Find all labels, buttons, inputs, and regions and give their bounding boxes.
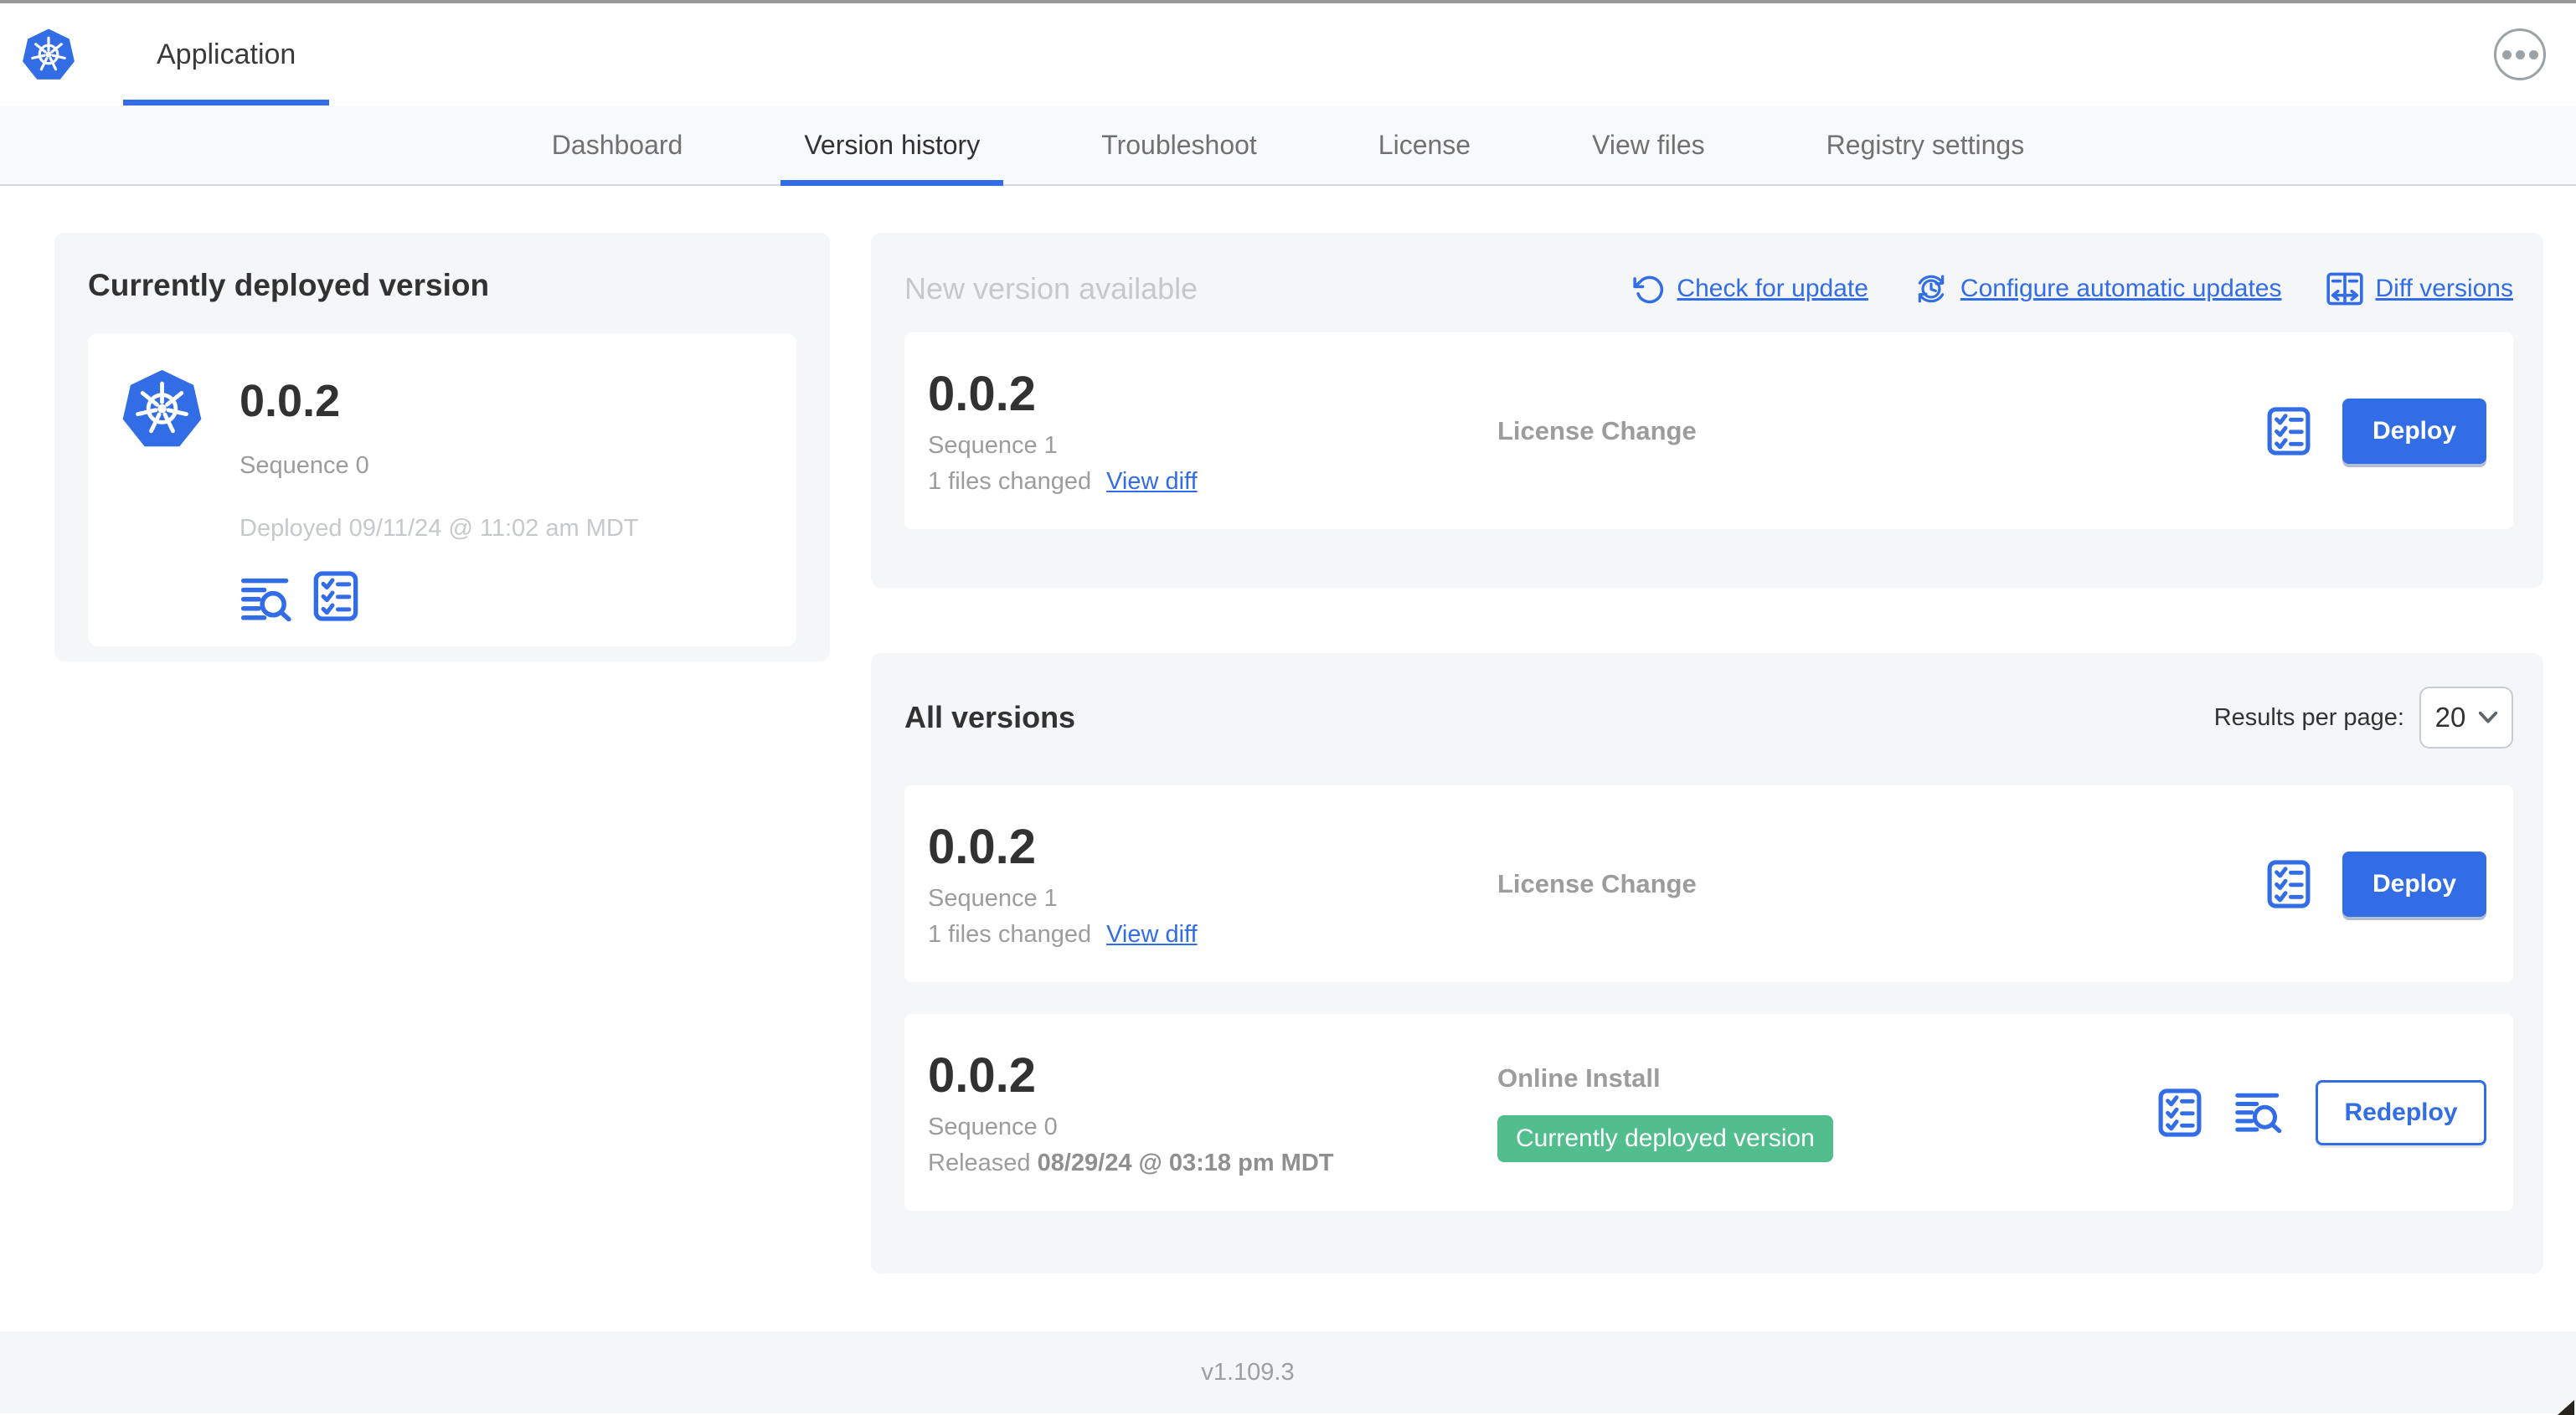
window-top-edge xyxy=(0,0,2576,3)
main-content: Currently deployed version 0.0.2 Sequenc… xyxy=(0,186,2576,1331)
new-version-card: New version available Check for update C… xyxy=(871,233,2543,588)
preflight-checks-icon[interactable] xyxy=(2267,860,2311,908)
auto-update-clock-icon xyxy=(1914,271,1949,306)
preflight-checks-icon[interactable] xyxy=(313,571,358,621)
view-logs-icon[interactable] xyxy=(240,578,293,621)
app-footer: v1.109.3 xyxy=(0,1331,2576,1413)
deployed-timestamp: Deployed 09/11/24 @ 11:02 am MDT xyxy=(240,515,639,542)
all-versions-card: All versions Results per page: 20 0.0.2 … xyxy=(871,653,2543,1274)
preflight-checks-icon[interactable] xyxy=(2158,1088,2202,1137)
deploy-button[interactable]: Deploy xyxy=(2342,398,2486,464)
app-tab-label: Application xyxy=(157,38,296,70)
results-per-page-select[interactable]: 20 xyxy=(2419,687,2513,749)
configure-automatic-updates-link[interactable]: Configure automatic updates xyxy=(1914,271,2281,306)
ellipsis-icon xyxy=(2501,49,2512,59)
currently-deployed-badge: Currently deployed version xyxy=(1497,1114,1833,1162)
view-diff-link[interactable]: View diff xyxy=(1106,921,1198,948)
tab-license[interactable]: License xyxy=(1378,129,1471,160)
console-version: v1.109.3 xyxy=(1201,1358,1295,1386)
currently-deployed-title: Currently deployed version xyxy=(88,268,490,302)
tab-troubleshoot[interactable]: Troubleshoot xyxy=(1101,129,1257,160)
version-row-sequence-1: 0.0.2 Sequence 1 1 files changed View di… xyxy=(904,785,2513,982)
deployed-version-box: 0.0.2 Sequence 0 Deployed 09/11/24 @ 11:… xyxy=(88,333,796,646)
version-sequence: Sequence 1 xyxy=(928,432,1058,459)
overflow-menu-button[interactable] xyxy=(2494,28,2546,80)
diff-versions-link[interactable]: Diff versions xyxy=(2326,272,2513,306)
view-logs-icon[interactable] xyxy=(2233,1093,2284,1133)
currently-deployed-card: Currently deployed version 0.0.2 Sequenc… xyxy=(54,233,830,661)
deployed-version-number: 0.0.2 xyxy=(240,376,341,426)
version-sequence: Sequence 0 xyxy=(928,1114,1058,1140)
tab-dashboard[interactable]: Dashboard xyxy=(551,129,683,160)
deployed-sequence: Sequence 0 xyxy=(240,452,369,479)
kubernetes-app-icon xyxy=(121,367,203,450)
results-per-page-label: Results per page: xyxy=(2213,703,2404,731)
version-number: 0.0.2 xyxy=(928,820,1036,874)
tab-view-files[interactable]: View files xyxy=(1592,129,1705,160)
tab-version-history[interactable]: Version history xyxy=(781,105,1004,186)
released-timestamp: Released 08/29/24 @ 03:18 pm MDT xyxy=(928,1150,1334,1176)
new-version-row: 0.0.2 Sequence 1 1 files changed View di… xyxy=(904,332,2513,529)
redeploy-button[interactable]: Redeploy xyxy=(2316,1079,2486,1145)
version-source: Online Install xyxy=(1497,1063,1661,1093)
app-header: Application xyxy=(0,3,2576,105)
deploy-button[interactable]: Deploy xyxy=(2342,851,2486,917)
chevron-down-icon xyxy=(2479,712,2497,723)
diff-icon xyxy=(2326,272,2363,306)
mouse-cursor-artifact xyxy=(2558,1400,2574,1415)
version-number: 0.0.2 xyxy=(928,367,1036,421)
version-sequence: Sequence 1 xyxy=(928,885,1058,912)
new-version-title: New version available xyxy=(904,271,1198,306)
version-row-sequence-0: 0.0.2 Sequence 0 Released 08/29/24 @ 03:… xyxy=(904,1014,2513,1211)
version-source: License Change xyxy=(1497,868,1697,898)
app-nav: Dashboard Version history Troubleshoot L… xyxy=(0,105,2576,186)
preflight-checks-icon[interactable] xyxy=(2267,407,2311,455)
version-number: 0.0.2 xyxy=(928,1048,1036,1103)
kubernetes-logo-icon xyxy=(22,27,75,82)
version-source: License Change xyxy=(1497,415,1697,445)
app-tab[interactable]: Application xyxy=(123,3,330,105)
check-for-update-link[interactable]: Check for update xyxy=(1633,273,1868,305)
all-versions-title: All versions xyxy=(904,700,1076,734)
view-diff-link[interactable]: View diff xyxy=(1106,468,1198,495)
refresh-icon xyxy=(1633,273,1665,305)
tab-registry-settings[interactable]: Registry settings xyxy=(1826,129,2025,160)
files-changed-label: 1 files changed xyxy=(928,468,1092,495)
files-changed-label: 1 files changed xyxy=(928,921,1092,948)
